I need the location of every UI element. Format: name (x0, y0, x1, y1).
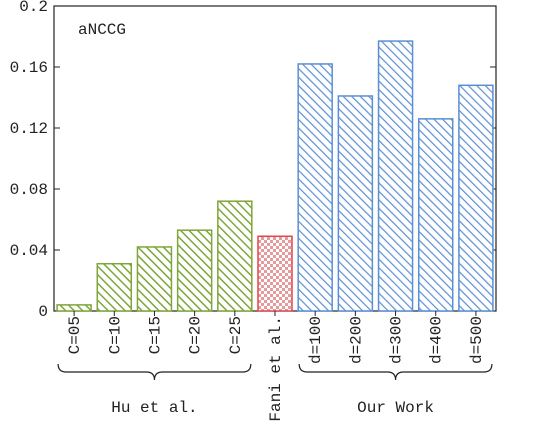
x-axis-labels: C=05 C=10 C=15 C=20 C=25 Fani et al. d=100 d=20… (66, 311, 486, 422)
x-tick-label: C=10 (106, 316, 124, 354)
bar-d-100 (297, 63, 333, 312)
x-tick-label: C=20 (187, 316, 205, 354)
bar-c-10 (96, 262, 133, 312)
bar-d-500 (458, 84, 494, 312)
group-label: Hu et al. (111, 399, 197, 417)
bars (56, 40, 494, 312)
group-brace (298, 363, 493, 381)
x-tick-label: Fani et al. (267, 316, 285, 422)
x-tick-label: C=05 (66, 316, 84, 354)
group-braces: Hu et al. Our Work (57, 363, 493, 417)
group-brace (57, 363, 252, 381)
bar-c-15 (136, 246, 173, 312)
chart-title: aNCCG (78, 21, 126, 39)
bar-fani-et-al (257, 235, 293, 312)
y-tick-label: 0 (38, 303, 48, 321)
y-tick-label: 0.04 (10, 242, 48, 260)
x-tick-label: C=25 (227, 316, 245, 354)
y-tick-label: 0.08 (10, 181, 48, 199)
y-tick-label: 0.2 (19, 0, 48, 16)
bar-c-05 (56, 304, 92, 312)
bar-c-20 (176, 229, 213, 312)
x-tick-label: d=200 (347, 316, 365, 364)
bar-d-400 (417, 118, 454, 312)
bar-d-200 (337, 95, 374, 312)
bar-d-300 (377, 40, 414, 312)
y-tick-label: 0.16 (10, 59, 48, 77)
x-tick-label: d=100 (307, 316, 325, 364)
x-tick-label: d=300 (388, 316, 406, 364)
x-tick-label: d=400 (428, 316, 446, 364)
y-tick-label: 0.12 (10, 120, 48, 138)
x-tick-label: C=15 (146, 316, 164, 354)
bar-c-25 (217, 200, 253, 312)
group-label: Our Work (357, 399, 434, 417)
x-tick-label: d=500 (468, 316, 486, 364)
